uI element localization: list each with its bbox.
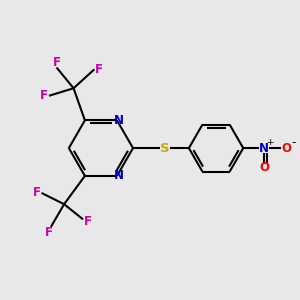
Text: N: N [259,142,269,154]
Text: F: F [95,63,103,76]
Text: S: S [160,142,170,154]
Text: -: - [291,136,296,149]
Text: F: F [52,56,61,69]
Text: +: + [266,138,274,147]
Text: O: O [281,142,291,154]
Text: N: N [113,169,124,182]
Text: F: F [40,89,48,102]
Text: O: O [259,161,269,174]
Text: F: F [33,186,41,200]
Text: N: N [113,114,124,127]
Text: F: F [84,215,92,228]
Text: F: F [45,226,53,238]
